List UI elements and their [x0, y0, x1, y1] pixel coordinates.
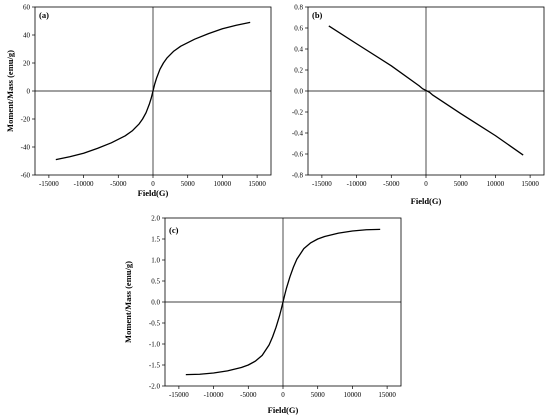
y-tick-label: 0.0 — [294, 88, 303, 96]
y-tick-label: 1.0 — [151, 257, 160, 265]
panel-label: (c) — [169, 225, 179, 235]
y-tick-label: -0.6 — [292, 151, 304, 159]
y-tick-label: -2.0 — [149, 383, 161, 391]
x-tick-label: -5000 — [240, 391, 257, 399]
y-tick-label: -40 — [21, 144, 31, 152]
x-tick-label: 0 — [424, 180, 428, 188]
x-tick-label: 15000 — [248, 180, 266, 188]
x-tick-label: -15000 — [312, 180, 332, 188]
x-tick-label: 0 — [281, 391, 285, 399]
x-tick-label: 15000 — [521, 180, 539, 188]
y-tick-label: -1.0 — [149, 341, 161, 349]
x-tick-label: -15000 — [39, 180, 59, 188]
y-tick-label: 0.6 — [294, 25, 303, 33]
series-line — [185, 228, 381, 376]
y-tick-label: -20 — [21, 116, 31, 124]
marks: -15000 -10000 -5000 0 5000 10000 15000 -60 -40 -2… — [21, 4, 271, 188]
y-axis-title: Moment/Mass (emu/g) — [5, 50, 15, 132]
y-tick-label: 0.8 — [294, 4, 303, 12]
x-tick-label: -5000 — [110, 180, 127, 188]
y-tick-label: 2.0 — [151, 215, 160, 223]
marks: -15000 -10000 -5000 0 5000 10000 15000 -0.8 -0.6… — [292, 4, 544, 188]
x-tick-label: 10000 — [487, 180, 505, 188]
x-tick-label: 5000 — [311, 391, 326, 399]
x-tick-label: 5000 — [181, 180, 196, 188]
chart-panel-a: (a) Field(G) Moment/Mass (emu/g) -15000-… — [5, 4, 272, 198]
x-tick-label: 0 — [151, 180, 155, 188]
y-tick-label: -60 — [21, 172, 31, 180]
x-tick-label: 5000 — [454, 180, 469, 188]
panel-label: (b) — [312, 10, 323, 20]
x-axis-title: Field(G) — [411, 196, 442, 206]
x-tick-label: -10000 — [74, 180, 94, 188]
y-tick-label: 0.4 — [294, 46, 303, 54]
y-tick-label: 0.0 — [151, 299, 160, 307]
y-tick-label: 60 — [23, 4, 31, 12]
panel-label: (a) — [39, 10, 49, 20]
series-line — [328, 25, 524, 156]
x-tick-label: -15000 — [169, 391, 189, 399]
y-tick-label: -1.5 — [149, 362, 161, 370]
y-tick-label: 20 — [23, 60, 31, 68]
marks: -15000 -10000 -5000 0 5000 10000 15000 -2.0 -1.5… — [149, 215, 401, 399]
y-axis-title: Moment/Mass (emu/g) — [123, 261, 133, 343]
x-tick-label: 10000 — [214, 180, 232, 188]
y-tick-label: -0.2 — [292, 109, 304, 117]
x-axis-title: Field(G) — [268, 405, 299, 415]
x-tick-label: -10000 — [204, 391, 224, 399]
y-tick-label: -0.5 — [149, 320, 161, 328]
x-tick-label: -10000 — [347, 180, 367, 188]
x-axis-title: Field(G) — [138, 188, 169, 198]
y-tick-label: 1.5 — [151, 236, 160, 244]
y-tick-label: 0.2 — [294, 67, 303, 75]
y-tick-label: 0 — [27, 88, 31, 96]
y-tick-label: -0.8 — [292, 172, 304, 180]
chart-panel-b: (b) Field(G) -15000 -10000 -5000 0 5000 10000… — [292, 4, 545, 206]
chart-panel-c: (c) Field(G) Moment/Mass (emu/g) -15000-… — [123, 215, 402, 415]
x-tick-label: 15000 — [378, 391, 396, 399]
y-tick-label: 0.5 — [151, 278, 160, 286]
x-tick-label: -5000 — [383, 180, 400, 188]
y-tick-label: 40 — [23, 32, 31, 40]
series-line — [55, 21, 251, 161]
x-tick-label: 10000 — [344, 391, 362, 399]
y-tick-label: -0.4 — [292, 130, 304, 138]
